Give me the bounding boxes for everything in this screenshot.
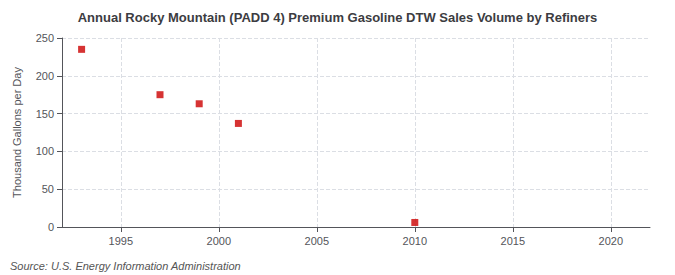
svg-text:50: 50 [42, 183, 54, 195]
svg-text:2000: 2000 [207, 235, 231, 247]
svg-text:2015: 2015 [501, 235, 525, 247]
svg-text:1995: 1995 [109, 235, 133, 247]
svg-text:2005: 2005 [305, 235, 329, 247]
svg-text:150: 150 [36, 108, 54, 120]
svg-text:100: 100 [36, 145, 54, 157]
svg-text:2010: 2010 [403, 235, 427, 247]
svg-text:Thousand Gallons per Day: Thousand Gallons per Day [11, 67, 23, 198]
svg-text:2020: 2020 [599, 235, 623, 247]
svg-text:200: 200 [36, 70, 54, 82]
svg-text:Source: U.S. Energy Informatio: Source: U.S. Energy Information Administ… [10, 260, 241, 272]
svg-text:0: 0 [48, 221, 54, 233]
svg-text:Annual Rocky Mountain (PADD 4): Annual Rocky Mountain (PADD 4) Premium G… [78, 10, 598, 25]
svg-text:250: 250 [36, 32, 54, 44]
